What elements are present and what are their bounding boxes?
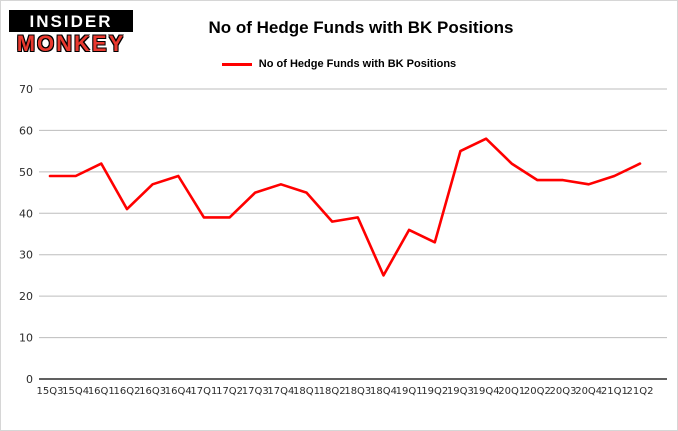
x-tick-label: 16Q1 bbox=[88, 386, 115, 397]
x-tick-label: 18Q3 bbox=[344, 386, 371, 397]
y-tick-label: 40 bbox=[19, 207, 33, 220]
x-tick-label: 19Q4 bbox=[473, 386, 500, 397]
x-tick-label: 19Q1 bbox=[396, 386, 423, 397]
x-tick-label: 20Q4 bbox=[575, 386, 602, 397]
x-tick-label: 17Q2 bbox=[216, 386, 243, 397]
legend: No of Hedge Funds with BK Positions bbox=[1, 58, 677, 70]
x-tick-label: 17Q1 bbox=[190, 386, 217, 397]
x-tick-label: 17Q3 bbox=[242, 386, 269, 397]
x-tick-label: 16Q3 bbox=[139, 386, 166, 397]
x-tick-label: 18Q2 bbox=[319, 386, 346, 397]
y-tick-label: 60 bbox=[19, 124, 33, 137]
y-tick-label: 30 bbox=[19, 249, 33, 262]
x-tick-label: 18Q1 bbox=[293, 386, 320, 397]
x-tick-label: 20Q1 bbox=[498, 386, 525, 397]
series-line bbox=[48, 137, 642, 277]
y-tick-label: 70 bbox=[19, 83, 33, 96]
logo-text-monkey: MONKEY bbox=[16, 31, 126, 56]
x-tick-label: 15Q3 bbox=[37, 386, 64, 397]
y-tick-label: 0 bbox=[26, 373, 33, 386]
x-tick-label: 15Q4 bbox=[62, 386, 89, 397]
y-tick-label: 20 bbox=[19, 290, 33, 303]
legend-label: No of Hedge Funds with BK Positions bbox=[258, 58, 457, 70]
x-tick-label: 16Q2 bbox=[113, 386, 140, 397]
x-tick-label: 21Q2 bbox=[627, 386, 654, 397]
legend-line-swatch bbox=[221, 62, 252, 66]
x-tick-label: 20Q3 bbox=[550, 386, 577, 397]
x-tick-label: 20Q2 bbox=[524, 386, 551, 397]
x-tick-label: 21Q1 bbox=[601, 386, 628, 397]
x-tick-label: 18Q4 bbox=[370, 386, 397, 397]
y-tick-label: 10 bbox=[19, 332, 33, 345]
logo-text-insider: INSIDER bbox=[9, 10, 133, 32]
insider-monkey-logo: INSIDER MONKEY bbox=[9, 10, 133, 55]
x-tick-label: 19Q3 bbox=[447, 386, 474, 397]
x-tick-label: 19Q2 bbox=[421, 386, 448, 397]
chart-title: No of Hedge Funds with BK Positions bbox=[208, 18, 514, 37]
y-tick-label: 50 bbox=[19, 166, 33, 179]
x-tick-label: 16Q4 bbox=[165, 386, 192, 397]
x-tick-label: 17Q4 bbox=[267, 386, 294, 397]
